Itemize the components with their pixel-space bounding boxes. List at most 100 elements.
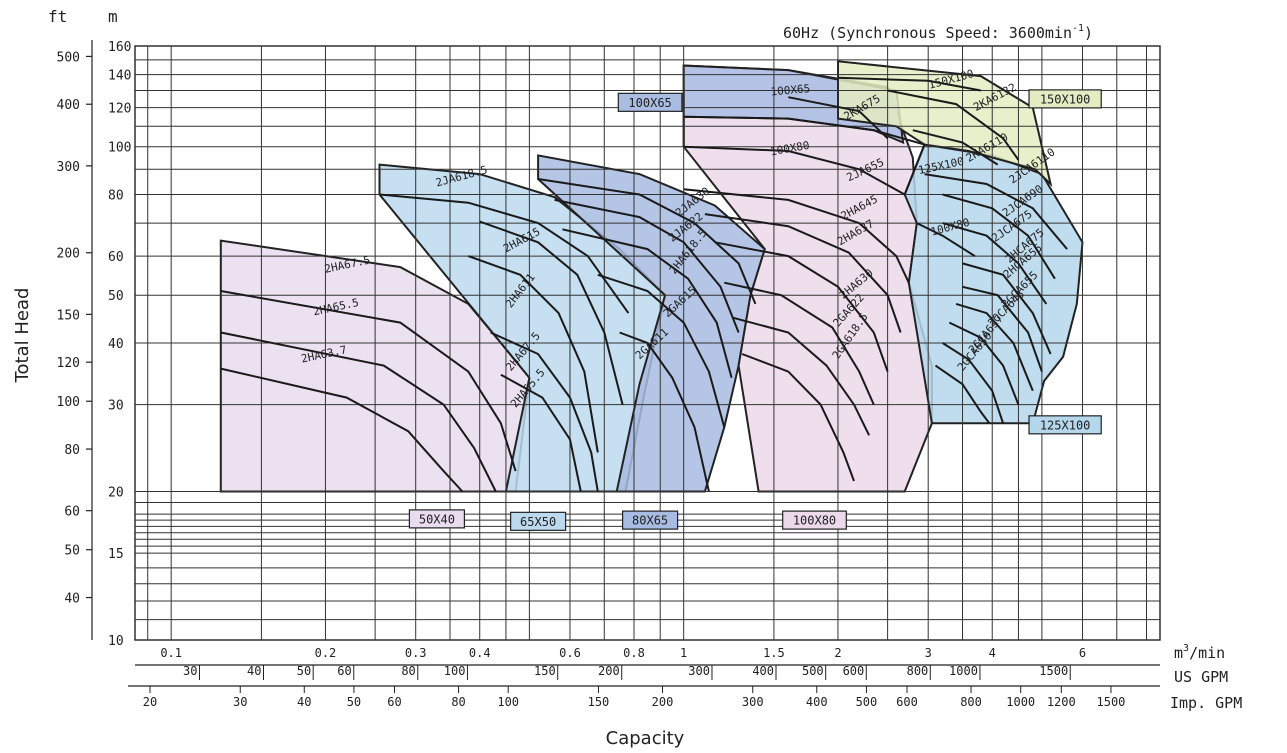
x-unit-m3-sup: 3 [1183, 643, 1189, 654]
x-tick-us: 60 [337, 664, 351, 678]
y-unit-m: m [108, 7, 118, 26]
y-tick-ft: 150 [57, 308, 80, 323]
y-tick-m: 80 [108, 189, 124, 204]
curve-2ha611 [467, 255, 599, 453]
x-tick-us: 300 [688, 664, 710, 678]
title-sup: -1 [1072, 23, 1084, 34]
curve-2ha618.5 [562, 228, 733, 379]
x-tick-imp: 600 [896, 695, 918, 709]
x-tick-m3: 1.5 [763, 646, 785, 660]
curve-100x80 [683, 145, 906, 196]
y-tick-ft: 400 [57, 98, 80, 113]
curve-2ja655 [683, 188, 910, 284]
x-unit-m3-base: m [1174, 644, 1183, 662]
x-axis-title: Capacity [606, 728, 685, 749]
y-tick-m: 40 [108, 337, 124, 352]
x-tick-m3: 3 [925, 646, 932, 660]
zone-label: 100X65 [628, 96, 671, 110]
pump-curves [220, 76, 1068, 493]
zone-label: 80X65 [632, 514, 668, 528]
x-tick-m3: 0.8 [623, 646, 645, 660]
y-tick-ft: 40 [64, 592, 80, 607]
x-tick-imp: 1000 [1006, 695, 1035, 709]
y-tick-m: 120 [108, 102, 131, 117]
y-tick-m: 140 [108, 69, 131, 84]
zone-label: 50X40 [419, 512, 455, 526]
zone-label-box [510, 511, 567, 531]
curve-2gca630 [934, 364, 991, 424]
zone-label-box [782, 510, 847, 530]
zone-label-box [408, 509, 466, 529]
x-tick-imp: 1500 [1097, 695, 1126, 709]
curve-2ka675 [788, 96, 889, 140]
y-tick-ft: 300 [57, 160, 80, 175]
x-tick-imp: 300 [742, 695, 764, 709]
curve-100x65 [683, 115, 925, 146]
y-tick-m: 60 [108, 250, 124, 265]
curve-2jca6110 [924, 173, 1068, 250]
x-tick-m3: 0.3 [405, 646, 427, 660]
x-tick-us: 500 [802, 664, 824, 678]
zone-label-box [617, 92, 683, 112]
x-tick-imp: 200 [652, 695, 674, 709]
x-tick-us: 600 [843, 664, 865, 678]
x-tick-us: 800 [907, 664, 929, 678]
x-tick-imp: 800 [960, 695, 982, 709]
x-unit-m3: m3/min [1174, 643, 1225, 662]
x-tick-m3: 0.1 [160, 646, 182, 660]
y-tick-m: 50 [108, 289, 124, 304]
curve-2jca690 [942, 193, 1056, 280]
y-tick-ft: 50 [64, 544, 80, 559]
title-close: ) [1084, 24, 1093, 42]
x-tick-us: 200 [598, 664, 620, 678]
curve-2hca655 [962, 285, 1043, 372]
x-tick-imp: 1200 [1047, 695, 1076, 709]
x-tick-us: 400 [752, 664, 774, 678]
x-tick-imp: 20 [143, 695, 157, 709]
zone-labels: 50X40 65X50 80X65 100X80 100X65 125X100 150X10… [408, 89, 1102, 531]
y-axis-title: Total Head [12, 288, 33, 384]
curve-2ha65.5 [220, 331, 497, 492]
curve-2ka6110 [912, 129, 999, 166]
x-tick-m3: 0.4 [469, 646, 491, 660]
y-tick-m: 100 [108, 141, 131, 156]
x-tick-us: 40 [247, 664, 261, 678]
curve-125x100 [903, 144, 926, 195]
curve-label: 100X65 [770, 82, 811, 98]
zone-label: 125X100 [1040, 418, 1091, 432]
y-tick-ft: 100 [57, 395, 80, 410]
y-tick-ft: 120 [57, 356, 80, 371]
x-tick-m3: 0.2 [315, 646, 337, 660]
x-tick-us: 1000 [949, 664, 978, 678]
curve-2ja630 [537, 178, 757, 305]
y-tick-m: 30 [108, 399, 124, 414]
curve-2gca645 [948, 321, 1020, 405]
zone-125x100 [903, 143, 1084, 425]
x-tick-m3: 2 [834, 646, 841, 660]
curve-2ga622 [733, 316, 870, 436]
y-unit-ft: ft [48, 7, 67, 26]
x-unit-m3-tail: /min [1189, 644, 1225, 662]
x-tick-imp: 400 [806, 695, 828, 709]
zone-label: 150X100 [1040, 92, 1091, 106]
title-main: 60Hz (Synchronous Speed: 3600min [783, 24, 1072, 42]
x-tick-m3: 0.6 [559, 646, 581, 660]
x-unit-imp-gpm: Imp. GPM [1170, 694, 1242, 712]
x-tick-us: 150 [534, 664, 556, 678]
y-tick-m: 10 [108, 634, 124, 649]
curve-2ha615 [479, 220, 624, 405]
x-tick-us: 50 [297, 664, 311, 678]
chart-axes: 1015203040506080100120140160405060801001… [57, 40, 1160, 709]
zone-label-box [1028, 89, 1102, 109]
x-tick-us: 100 [444, 664, 466, 678]
x-tick-imp: 30 [233, 695, 247, 709]
x-tick-m3: 1 [680, 646, 687, 660]
y-tick-ft: 200 [57, 247, 80, 262]
y-tick-ft: 500 [57, 50, 80, 65]
curve-2ha645 [704, 213, 902, 333]
curve-2ga611 [619, 331, 710, 492]
y-tick-ft: 60 [64, 505, 80, 520]
y-tick-m: 15 [108, 547, 124, 562]
curve-2ja622 [554, 198, 740, 333]
